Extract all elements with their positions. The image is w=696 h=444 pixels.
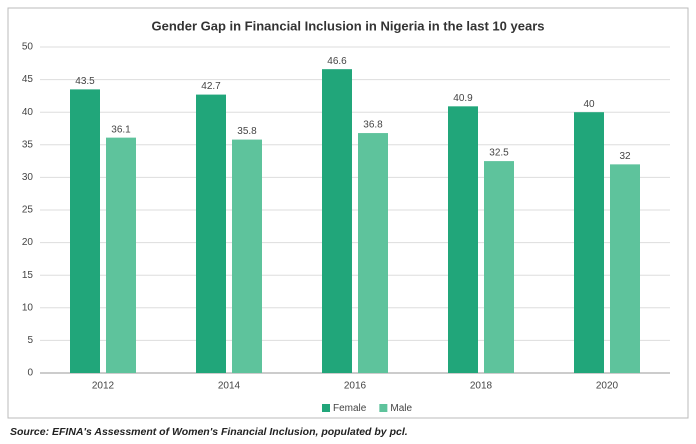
y-tick-label: 5 bbox=[27, 335, 33, 346]
data-label: 40.9 bbox=[453, 93, 473, 104]
legend-swatch bbox=[379, 404, 388, 412]
data-label: 42.7 bbox=[201, 81, 221, 92]
legend-label: Female bbox=[333, 403, 367, 414]
legend-label: Male bbox=[390, 403, 412, 414]
y-tick-label: 35 bbox=[22, 139, 34, 150]
data-label: 40 bbox=[583, 99, 595, 110]
bar bbox=[322, 69, 352, 373]
y-tick-label: 20 bbox=[22, 237, 34, 248]
chart-title: Gender Gap in Financial Inclusion in Nig… bbox=[151, 18, 544, 33]
bar bbox=[196, 94, 226, 373]
bar bbox=[574, 112, 604, 373]
bar bbox=[106, 137, 136, 373]
y-tick-label: 45 bbox=[22, 74, 34, 85]
data-label: 32 bbox=[619, 151, 631, 162]
bar bbox=[484, 161, 514, 373]
bar bbox=[232, 139, 262, 373]
bar bbox=[70, 89, 100, 373]
bar bbox=[358, 133, 388, 373]
y-tick-label: 0 bbox=[27, 368, 33, 379]
legend-swatch bbox=[322, 404, 330, 412]
data-label: 36.1 bbox=[111, 124, 131, 135]
data-label: 32.5 bbox=[489, 148, 509, 159]
y-tick-label: 30 bbox=[22, 172, 34, 183]
y-tick-label: 10 bbox=[22, 302, 34, 313]
chart-border bbox=[7, 7, 689, 419]
y-tick-label: 15 bbox=[22, 270, 34, 281]
data-label: 43.5 bbox=[75, 76, 95, 87]
data-label: 35.8 bbox=[237, 126, 257, 137]
x-tick-label: 2016 bbox=[344, 381, 367, 392]
y-tick-label: 50 bbox=[22, 42, 34, 53]
x-tick-label: 2014 bbox=[218, 381, 241, 392]
y-tick-label: 40 bbox=[22, 107, 34, 118]
bar bbox=[610, 164, 640, 373]
y-tick-label: 25 bbox=[22, 205, 34, 216]
x-tick-label: 2012 bbox=[92, 381, 115, 392]
data-label: 46.6 bbox=[327, 56, 347, 67]
bar bbox=[448, 106, 478, 373]
source-note: Source: EFINA's Assessment of Women's Fi… bbox=[10, 426, 408, 438]
x-tick-label: 2020 bbox=[596, 381, 619, 392]
x-tick-label: 2018 bbox=[470, 381, 493, 392]
data-label: 36.8 bbox=[363, 120, 383, 131]
